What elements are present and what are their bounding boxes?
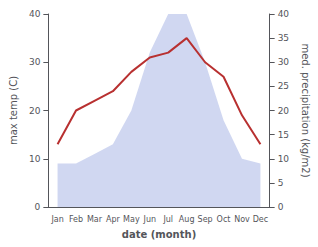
svg-text:30: 30: [29, 57, 41, 67]
svg-text:max temp (C): max temp (C): [8, 76, 19, 145]
svg-text:date (month): date (month): [122, 229, 196, 240]
svg-text:Dec: Dec: [253, 215, 268, 224]
svg-text:Feb: Feb: [69, 215, 83, 224]
svg-text:Mar: Mar: [87, 215, 103, 224]
svg-text:40: 40: [278, 9, 290, 19]
svg-text:0: 0: [278, 202, 284, 212]
svg-text:10: 10: [29, 154, 41, 164]
svg-text:Sep: Sep: [198, 215, 213, 224]
svg-text:Jul: Jul: [162, 215, 173, 224]
svg-text:Jun: Jun: [143, 215, 157, 224]
svg-text:30: 30: [278, 57, 290, 67]
svg-text:10: 10: [278, 154, 290, 164]
svg-text:20: 20: [29, 106, 41, 116]
svg-text:35: 35: [278, 33, 289, 43]
svg-text:20: 20: [278, 106, 290, 116]
svg-text:15: 15: [278, 130, 289, 140]
svg-text:Jan: Jan: [50, 215, 63, 224]
svg-text:Aug: Aug: [179, 215, 195, 224]
svg-text:med. precipitation (kg/m2): med. precipitation (kg/m2): [300, 43, 311, 177]
svg-text:May: May: [123, 215, 140, 224]
svg-text:0: 0: [35, 202, 41, 212]
svg-text:25: 25: [278, 81, 289, 91]
svg-text:40: 40: [29, 9, 41, 19]
svg-text:Apr: Apr: [106, 215, 121, 224]
svg-text:5: 5: [278, 178, 284, 188]
svg-text:Nov: Nov: [234, 215, 250, 224]
svg-text:Oct: Oct: [217, 215, 231, 224]
